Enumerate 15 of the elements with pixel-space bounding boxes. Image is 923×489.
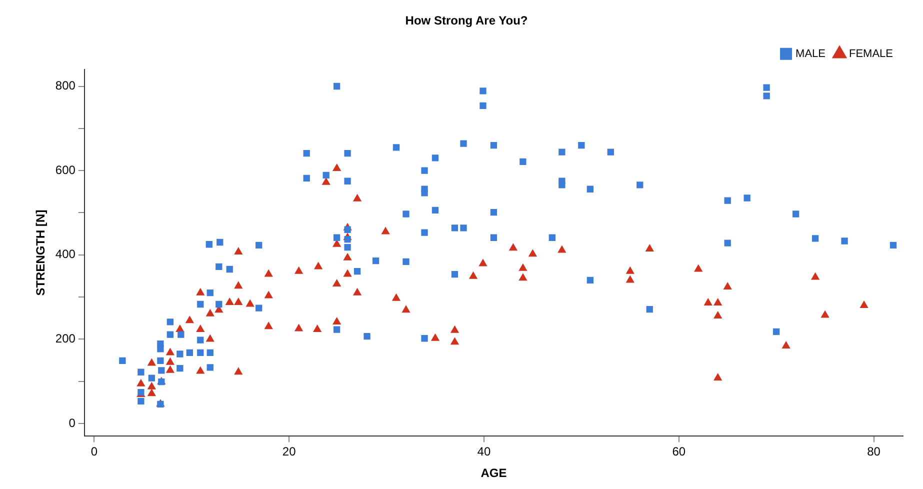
x-tick-label: 40 [477, 444, 491, 459]
x-tick-label: 60 [672, 444, 686, 459]
x-tick-label: 20 [282, 444, 296, 459]
chart-title: How Strong Are You? [405, 14, 528, 28]
x-tick-label: 0 [90, 444, 98, 459]
x-tick-label: 80 [867, 444, 881, 459]
legend-label: FEMALE [848, 48, 894, 60]
legend-label: MALE [796, 48, 826, 60]
y-axis-title: STRENGTH [N] [34, 210, 48, 296]
y-tick-label: 800 [55, 78, 76, 93]
y-tick-label: 400 [55, 247, 76, 262]
y-tick-label: 600 [55, 162, 76, 177]
y-tick-label: 200 [55, 332, 76, 346]
x-axis-title: AGE [480, 466, 507, 480]
y-tick-label: 0 [68, 416, 76, 430]
